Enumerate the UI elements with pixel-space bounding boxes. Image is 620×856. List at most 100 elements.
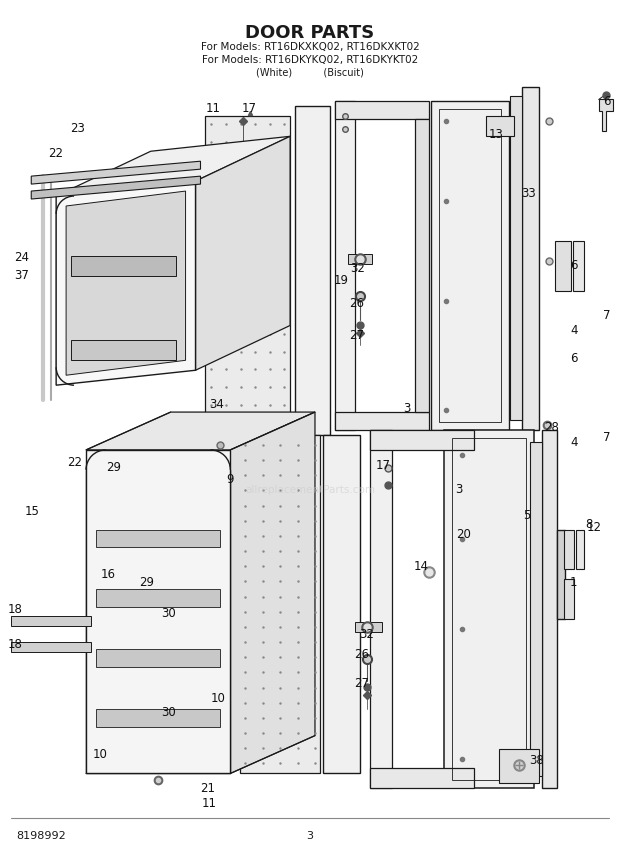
Polygon shape — [231, 412, 315, 774]
Text: 6: 6 — [570, 259, 578, 272]
Text: 8198992: 8198992 — [16, 831, 66, 841]
Text: 11: 11 — [202, 797, 217, 810]
Polygon shape — [56, 136, 290, 196]
Polygon shape — [205, 116, 290, 430]
Text: 23: 23 — [71, 122, 86, 135]
Polygon shape — [355, 622, 382, 632]
Text: 32: 32 — [360, 627, 374, 640]
Text: 22: 22 — [48, 146, 63, 160]
Text: 6: 6 — [603, 95, 611, 108]
Polygon shape — [96, 649, 220, 667]
Polygon shape — [564, 530, 574, 569]
Text: 22: 22 — [68, 456, 82, 469]
Polygon shape — [530, 442, 542, 776]
Text: 24: 24 — [14, 252, 29, 265]
Text: 37: 37 — [14, 269, 29, 282]
Text: 10: 10 — [92, 748, 107, 761]
Polygon shape — [241, 435, 320, 774]
Polygon shape — [71, 341, 175, 360]
Polygon shape — [576, 530, 584, 569]
Polygon shape — [96, 709, 220, 727]
Polygon shape — [542, 430, 557, 788]
Text: 26: 26 — [349, 297, 365, 310]
Text: 34: 34 — [209, 397, 224, 411]
Text: 8: 8 — [585, 518, 593, 531]
Text: 3: 3 — [403, 401, 410, 414]
Text: 5: 5 — [523, 509, 531, 522]
Text: 30: 30 — [161, 706, 176, 719]
Text: 16: 16 — [100, 568, 115, 581]
Polygon shape — [86, 450, 231, 774]
Polygon shape — [370, 769, 474, 788]
Text: 28: 28 — [544, 420, 559, 433]
Text: 6: 6 — [570, 352, 578, 365]
Text: 18: 18 — [8, 638, 23, 651]
Text: For Models: RT16DKXKQ02, RT16DKXKT02: For Models: RT16DKXKQ02, RT16DKXKT02 — [201, 42, 419, 51]
Polygon shape — [564, 580, 574, 619]
Polygon shape — [557, 530, 565, 619]
Polygon shape — [432, 102, 509, 430]
Polygon shape — [573, 241, 584, 291]
Polygon shape — [370, 430, 392, 788]
Polygon shape — [499, 748, 539, 783]
Text: 32: 32 — [350, 262, 365, 276]
Polygon shape — [335, 412, 430, 430]
Text: 20: 20 — [456, 528, 471, 541]
Polygon shape — [415, 119, 430, 412]
Text: 3: 3 — [456, 484, 463, 496]
Text: 17: 17 — [375, 460, 390, 473]
Text: 27: 27 — [354, 677, 370, 690]
Polygon shape — [323, 435, 360, 774]
Text: 27: 27 — [349, 329, 365, 342]
Polygon shape — [348, 253, 372, 264]
Polygon shape — [555, 241, 571, 291]
Text: 21: 21 — [200, 782, 215, 795]
Text: 13: 13 — [489, 128, 503, 141]
Polygon shape — [31, 176, 200, 199]
Text: (White)          (Biscuit): (White) (Biscuit) — [256, 68, 364, 78]
Text: 7: 7 — [603, 431, 611, 444]
Polygon shape — [510, 97, 522, 420]
Text: 18: 18 — [8, 603, 23, 615]
Text: 38: 38 — [529, 754, 544, 767]
Text: 1: 1 — [570, 576, 578, 589]
Polygon shape — [31, 161, 200, 184]
Text: 7: 7 — [603, 309, 611, 322]
Polygon shape — [445, 430, 534, 788]
Text: 29: 29 — [107, 461, 122, 474]
Text: 11: 11 — [206, 102, 221, 115]
Polygon shape — [335, 102, 430, 119]
Polygon shape — [66, 191, 185, 375]
Text: For Models: RT16DKYKQ02, RT16DKYKT02: For Models: RT16DKYKQ02, RT16DKYKT02 — [202, 55, 418, 65]
Text: 3: 3 — [306, 831, 314, 841]
Text: 4: 4 — [570, 324, 578, 337]
Polygon shape — [335, 102, 355, 430]
Text: 33: 33 — [521, 187, 536, 199]
Polygon shape — [96, 589, 220, 607]
Text: 17: 17 — [242, 102, 257, 115]
Polygon shape — [486, 116, 514, 136]
Text: 9: 9 — [226, 473, 234, 486]
Polygon shape — [370, 430, 474, 450]
Text: allreplacementParts.com: allreplacementParts.com — [245, 484, 375, 495]
Text: 30: 30 — [161, 607, 176, 620]
Polygon shape — [56, 181, 195, 385]
Polygon shape — [599, 99, 613, 131]
Text: 19: 19 — [334, 274, 348, 287]
Polygon shape — [295, 106, 330, 435]
Polygon shape — [522, 86, 539, 430]
Text: DOOR PARTS: DOOR PARTS — [246, 24, 374, 42]
Polygon shape — [71, 256, 175, 276]
Text: 15: 15 — [25, 505, 40, 518]
Text: 29: 29 — [140, 576, 154, 589]
Polygon shape — [96, 530, 220, 548]
Text: 4: 4 — [570, 437, 578, 449]
Polygon shape — [11, 642, 91, 652]
Text: 10: 10 — [211, 693, 226, 705]
Polygon shape — [11, 616, 91, 626]
Text: 12: 12 — [587, 521, 601, 534]
Polygon shape — [195, 136, 290, 371]
Text: 14: 14 — [414, 560, 429, 573]
Polygon shape — [86, 412, 315, 450]
Text: 26: 26 — [354, 649, 370, 662]
